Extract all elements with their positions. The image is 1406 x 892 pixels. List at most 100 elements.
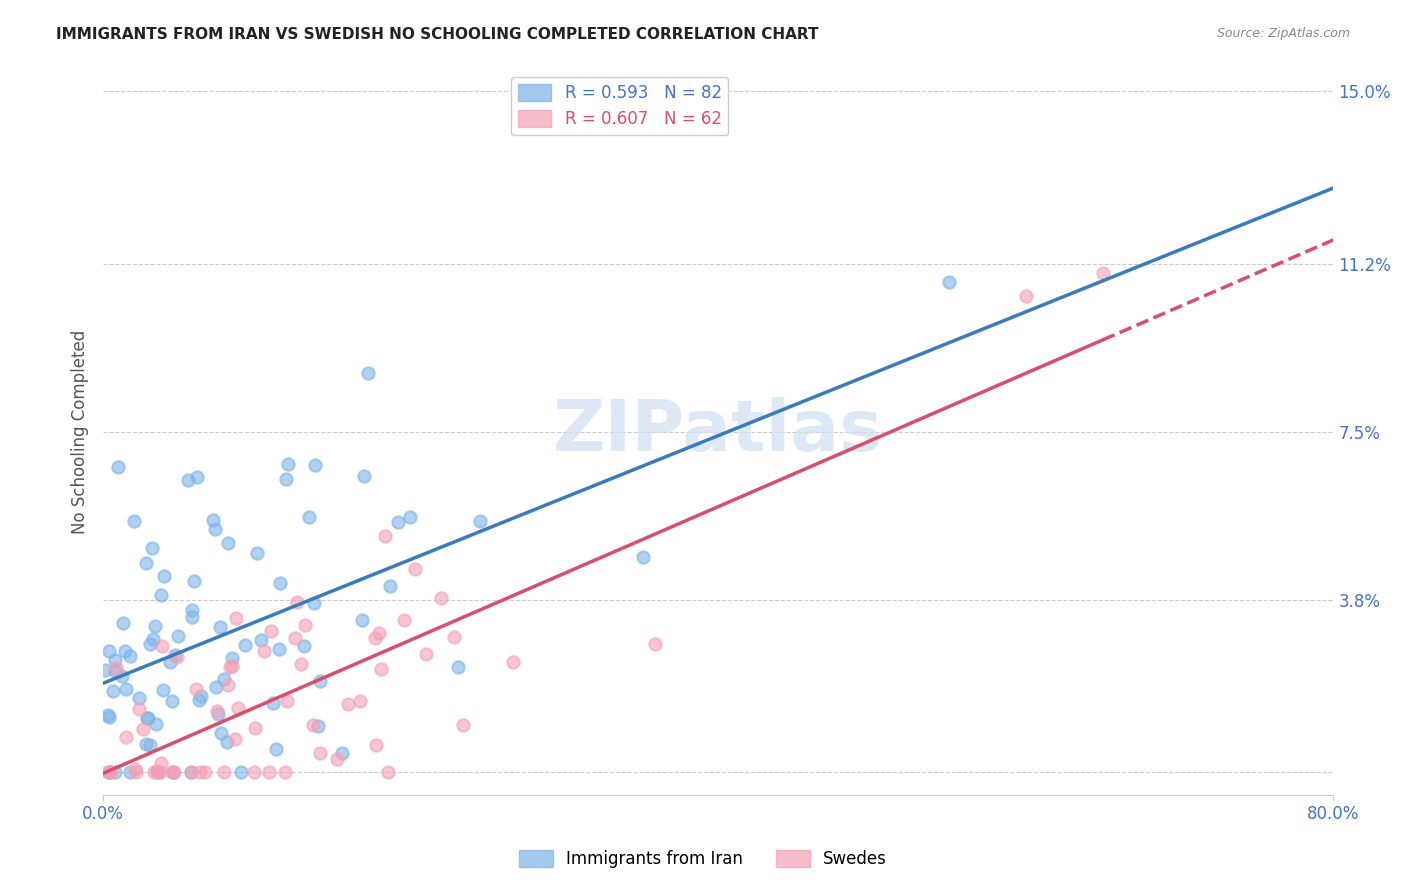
Point [245, 721, 267, 735]
Text: IMMIGRANTS FROM IRAN VS SWEDISH NO SCHOOLING COMPLETED CORRELATION CHART: IMMIGRANTS FROM IRAN VS SWEDISH NO SCHOO… [56, 27, 818, 42]
Point [190, 689, 212, 703]
Point [212, 765, 235, 780]
Point [377, 765, 399, 780]
Point [276, 694, 298, 708]
Point [350, 614, 373, 628]
Point [269, 576, 291, 591]
Point [128, 702, 150, 716]
Point [633, 550, 655, 565]
Point [644, 637, 666, 651]
Point [307, 719, 329, 733]
Legend: Immigrants from Iran, Swedes: Immigrants from Iran, Swedes [513, 843, 893, 875]
Point [292, 639, 315, 653]
Point [180, 765, 202, 780]
Point [124, 765, 146, 780]
Point [221, 651, 243, 665]
Point [98, 710, 121, 724]
Point [115, 730, 138, 744]
Point [285, 595, 308, 609]
Point [215, 735, 238, 749]
Point [138, 637, 160, 651]
Point [349, 694, 371, 708]
Point [167, 629, 190, 643]
Point [104, 653, 127, 667]
Point [115, 681, 138, 696]
Point [136, 711, 159, 725]
Point [219, 659, 242, 673]
Point [224, 732, 246, 747]
Point [160, 694, 183, 708]
Point [378, 579, 401, 593]
Point [302, 596, 325, 610]
Y-axis label: No Schooling Completed: No Schooling Completed [72, 330, 89, 534]
Point [152, 683, 174, 698]
Point [326, 752, 349, 766]
Point [166, 649, 188, 664]
Point [141, 541, 163, 555]
Point [162, 765, 184, 780]
Point [267, 641, 290, 656]
Point [284, 631, 307, 645]
Point [260, 624, 283, 638]
Point [150, 640, 173, 654]
Point [146, 764, 169, 778]
Point [249, 633, 271, 648]
Point [180, 609, 202, 624]
Point [149, 588, 172, 602]
Point [447, 660, 470, 674]
Text: Source: ZipAtlas.com: Source: ZipAtlas.com [1216, 27, 1350, 40]
Point [364, 738, 387, 752]
Point [139, 739, 162, 753]
Point [184, 681, 207, 696]
Point [217, 678, 239, 692]
Point [205, 680, 228, 694]
Point [183, 574, 205, 589]
Point [142, 765, 165, 780]
Point [103, 765, 125, 780]
Point [309, 673, 332, 688]
Point [304, 458, 326, 472]
Point [262, 696, 284, 710]
Point [188, 693, 211, 707]
Point [387, 515, 409, 529]
Point [141, 632, 163, 646]
Point [264, 742, 287, 756]
Legend: R = 0.593   N = 82, R = 0.607   N = 62: R = 0.593 N = 82, R = 0.607 N = 62 [512, 77, 728, 135]
Point [153, 569, 176, 583]
Point [97, 708, 120, 723]
Point [159, 655, 181, 669]
Point [180, 765, 202, 780]
Point [357, 366, 380, 380]
Point [97, 644, 120, 658]
Point [180, 602, 202, 616]
Point [226, 701, 249, 715]
Point [186, 470, 208, 484]
Point [163, 765, 186, 780]
Point [120, 649, 142, 664]
Point [470, 514, 492, 528]
Point [336, 697, 359, 711]
Point [136, 711, 159, 725]
Point [1015, 288, 1038, 302]
Point [277, 457, 299, 471]
Point [246, 545, 269, 559]
Point [353, 469, 375, 483]
Point [114, 644, 136, 658]
Point [298, 510, 321, 524]
Point [309, 747, 332, 761]
Point [104, 664, 127, 678]
Point [374, 529, 396, 543]
Point [399, 510, 422, 524]
Point [112, 615, 135, 630]
Point [242, 765, 264, 780]
Point [163, 648, 186, 662]
Point [502, 655, 524, 669]
Point [290, 657, 312, 671]
Point [120, 765, 142, 780]
Point [98, 765, 121, 780]
Point [212, 673, 235, 687]
Point [107, 460, 129, 475]
Point [1091, 266, 1114, 280]
Point [201, 513, 224, 527]
Point [188, 765, 211, 780]
